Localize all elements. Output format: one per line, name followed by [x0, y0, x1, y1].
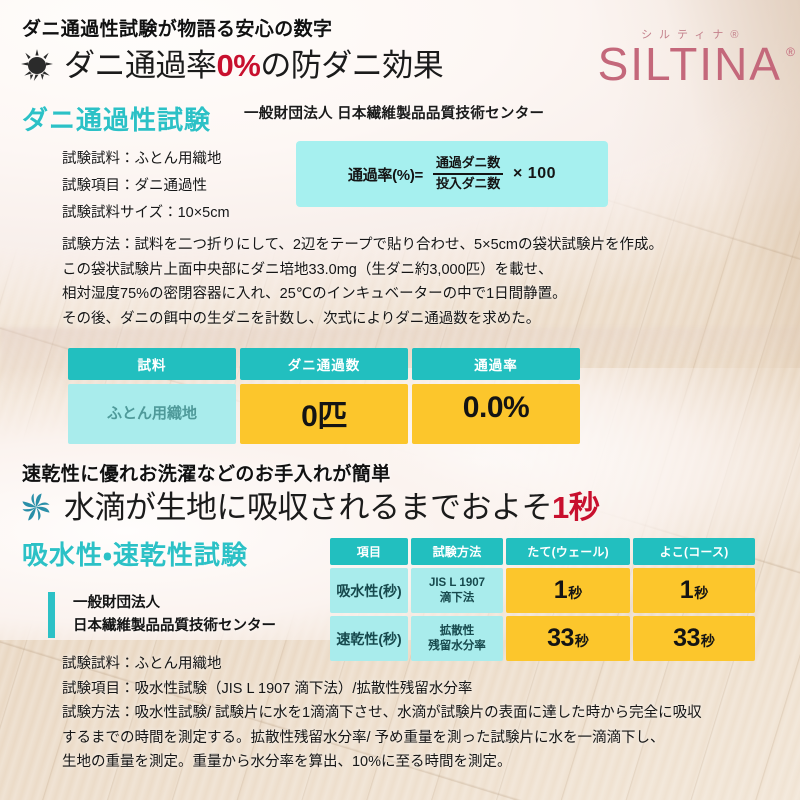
- section2-org-line1: 一般財団法人: [73, 595, 160, 611]
- section1-headline: ダニ通過率0%の防ダニ効果: [20, 47, 444, 83]
- absorbency-drying-results-table: 項目 試験方法 たて(ウェール) よこ(コース) 吸水性(秒) JIS L 19…: [330, 538, 755, 661]
- section2-organization: 一般財団法人 日本繊維製品品質技術センター: [48, 592, 276, 638]
- table2-row2-warp-number: 33: [547, 624, 574, 652]
- table2-header-weft: よこ(コース): [633, 538, 755, 565]
- section1-headline-highlight: 0%: [216, 47, 261, 83]
- brand-logo: シルティナ® SILTINA ®: [598, 26, 795, 87]
- table2-row2-weft-value: 33 秒: [633, 616, 755, 661]
- table2-header-warp: たて(ウェール): [506, 538, 630, 565]
- section1-organization: 一般財団法人 日本繊維製品品質技術センター: [244, 106, 545, 122]
- formula-numerator: 通過ダニ数: [436, 155, 501, 171]
- method-line: その後、ダニの餌中の生ダニを計数し、次式によりダニ通過数を求めた。: [62, 310, 541, 327]
- table2-row2-warp-value: 33 秒: [506, 616, 630, 661]
- section1-method-text: 試験方法：試料を二つ折りにして、2辺をテープで貼り合わせ、5×5cmの袋状試験片…: [62, 233, 663, 331]
- section1-spec-list: 試験試料：ふとん用織地 試験項目：ダニ通過性 試験試料サイズ：10×5cm: [62, 146, 230, 227]
- brand-wordmark: SILTINA ®: [598, 41, 795, 87]
- table1-cell-passed-count: 0匹: [240, 384, 408, 444]
- table2-header-method: 試験方法: [411, 538, 503, 565]
- table2-header-item: 項目: [330, 538, 408, 565]
- table2-row2-weft-number: 33: [673, 624, 700, 652]
- method-line: この袋状試験片上面中央部にダニ培地33.0mg（生ダニ約3,000匹）を載せ、: [62, 261, 553, 278]
- table2-row1-weft-unit: 秒: [694, 585, 709, 601]
- background-shading-right: [592, 0, 800, 368]
- method-line: 生地の重量を測定。重量から水分率を算出、10%に至る時間を測定。: [62, 754, 512, 770]
- spec-item-size: 試験試料サイズ：10×5cm: [62, 205, 230, 221]
- table2-row2-method-line2: 残留水分率: [428, 639, 486, 652]
- pass-rate-formula: 通過率(%)= 通過ダニ数 投入ダニ数 × 100: [296, 141, 608, 207]
- registered-trademark-icon: ®: [786, 45, 797, 59]
- table2-row1-warp-number: 1: [553, 576, 568, 604]
- swirl-icon: [22, 493, 50, 521]
- section2-kicker: 速乾性に優れお洗濯などのお手入れが簡単: [22, 464, 391, 485]
- method-line: するまでの時間を測定する。拡散性残留水分率/ 予め重量を測った試験片に水を一滴滴…: [62, 729, 665, 746]
- table1-header-sample: 試料: [68, 348, 236, 380]
- method-line: 試験方法：試料を二つ折りにして、2辺をテープで貼り合わせ、5×5cmの袋状試験片…: [62, 237, 663, 253]
- section2-headline: 水滴が生地に吸収されるまでおよそ1秒: [18, 489, 600, 525]
- table1-header-passed-count: ダニ通過数: [240, 348, 408, 380]
- table2-row1-method-line1: JIS L 1907: [428, 576, 486, 589]
- table1-header-pass-rate: 通過率: [412, 348, 580, 380]
- method-line: 試験項目：吸水性試験（JIS L 1907 滴下法）/拡散性残留水分率: [62, 680, 473, 697]
- table2-row1-warp-value: 1 秒: [506, 568, 630, 613]
- formula-left-side: 通過率(%)=: [348, 166, 423, 184]
- section2-method-text: 試験試料：ふとん用織地 試験項目：吸水性試験（JIS L 1907 滴下法）/拡…: [62, 652, 702, 775]
- formula-fraction-bar: [433, 172, 504, 176]
- table2-row2-item: 速乾性(秒): [330, 616, 408, 661]
- table2-row1-weft-value: 1 秒: [633, 568, 755, 613]
- table1-cell-sample: ふとん用織地: [68, 384, 236, 444]
- section1-headline-pre: ダニ通過率: [64, 47, 217, 83]
- formula-multiplier: × 100: [513, 165, 556, 182]
- brand-kana-text: シルティナ: [641, 29, 731, 41]
- section2-title: 吸水性・速乾性試験: [22, 540, 248, 570]
- table2-row2-method: 拡散性 残留水分率: [411, 616, 503, 661]
- formula-denominator: 投入ダニ数: [436, 176, 501, 192]
- table2-row2-method-line1: 拡散性: [439, 624, 475, 637]
- table2-row1-warp-unit: 秒: [568, 585, 583, 601]
- spec-item-sample: 試験試料：ふとん用織地: [62, 151, 222, 167]
- table2-row1-weft-number: 1: [679, 576, 694, 604]
- section1-headline-post: の防ダニ効果: [260, 47, 444, 83]
- brand-wordmark-text: SILTINA: [597, 38, 782, 90]
- spec-item-test: 試験項目：ダニ通過性: [62, 178, 207, 194]
- section1-title: ダニ通過性試験: [22, 105, 212, 135]
- mite-penetration-results-table: 試料 ダニ通過数 通過率 ふとん用織地 0匹 0.0%: [68, 348, 580, 444]
- table2-row2-warp-unit: 秒: [574, 633, 589, 649]
- table2-row1-method: JIS L 1907 滴下法: [411, 568, 503, 613]
- section1-kicker: ダニ通過性試験が物語る安心の数字: [22, 19, 333, 40]
- method-line: 試験試料：ふとん用織地: [62, 656, 222, 672]
- section2-headline-pre: 水滴が生地に吸収されるまでおよそ: [64, 489, 553, 525]
- mite-icon: [21, 49, 53, 81]
- section2-org-line2: 日本繊維製品品質技術センター: [73, 618, 276, 634]
- section2-headline-text: 水滴が生地に吸収されるまでおよそ1秒: [64, 489, 600, 525]
- brand-kana: シルティナ®: [598, 26, 782, 42]
- brand-kana-registered: ®: [730, 29, 746, 41]
- method-line: 相対湿度75%の密閉容器に入れ、25℃のインキュベーターの中で1日間静置。: [62, 286, 567, 302]
- formula-fraction: 通過ダニ数 投入ダニ数: [433, 155, 504, 193]
- table2-row1-method-line2: 滴下法: [439, 591, 475, 604]
- table2-row1-item: 吸水性(秒): [330, 568, 408, 613]
- table1-cell-pass-rate: 0.0%: [412, 384, 580, 444]
- section2-headline-highlight: 1秒: [552, 489, 600, 525]
- section1-headline-text: ダニ通過率0%の防ダニ効果: [64, 47, 444, 83]
- table2-row2-weft-unit: 秒: [700, 633, 715, 649]
- method-line: 試験方法：吸水性試験/ 試験片に水を1滴滴下させ、水滴が試験片の表面に達した時か…: [62, 705, 702, 721]
